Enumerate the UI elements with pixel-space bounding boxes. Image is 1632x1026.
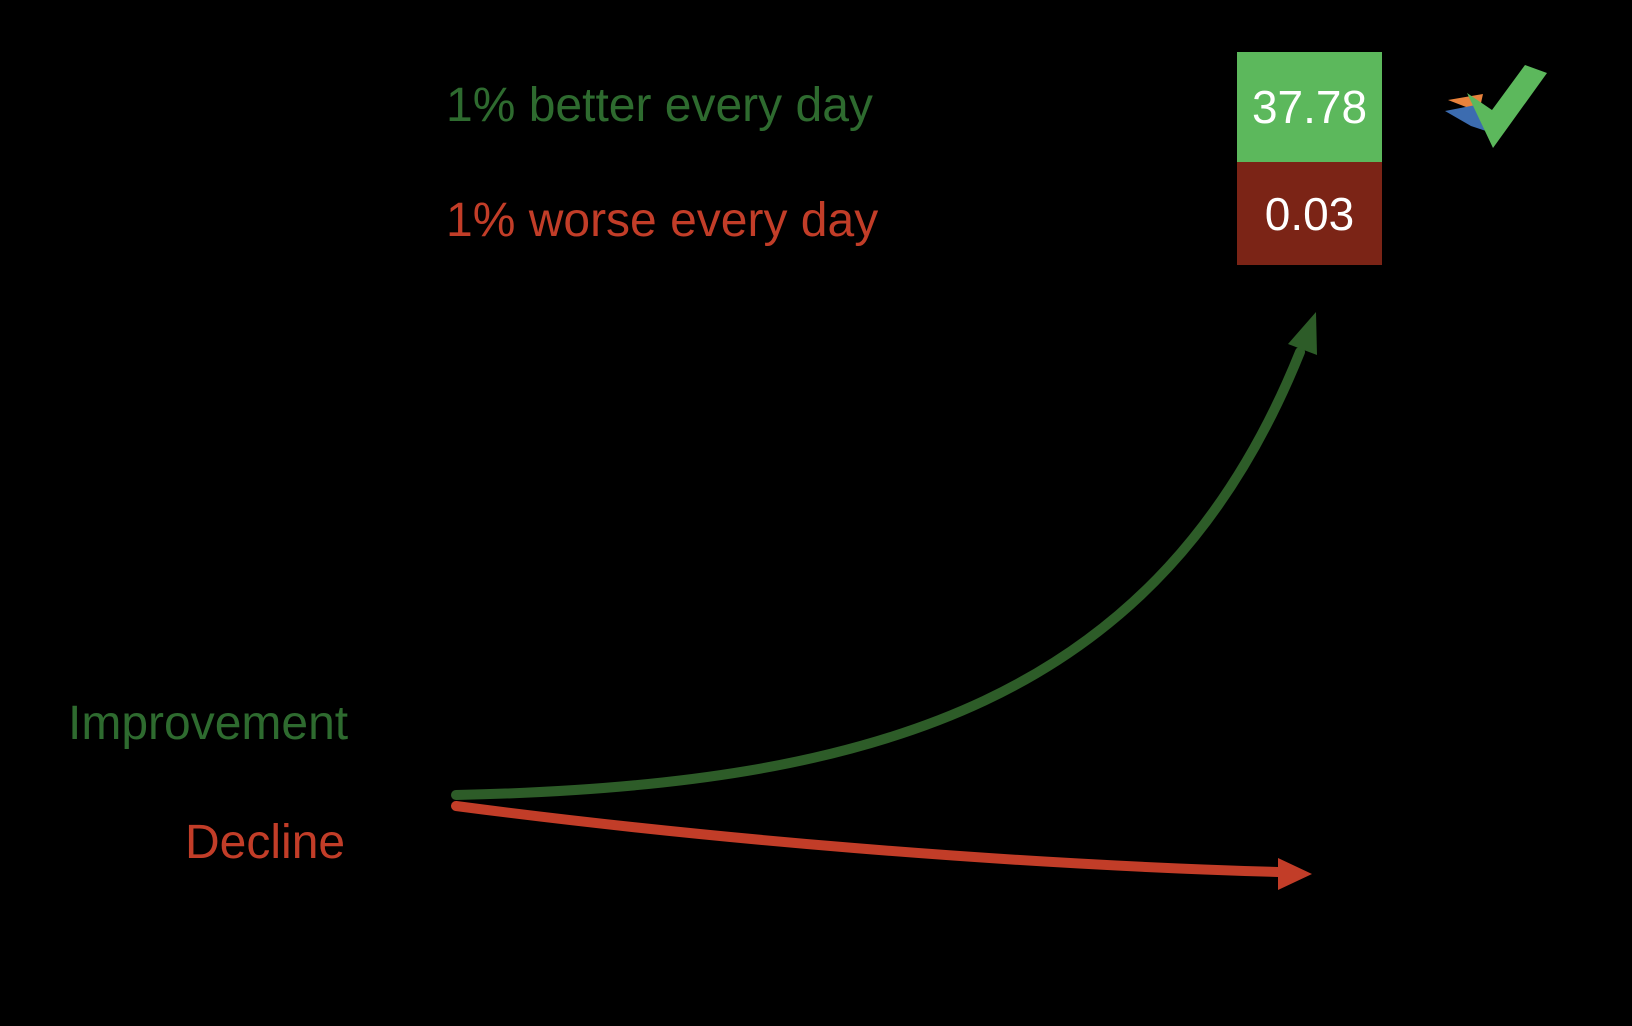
improvement-label: Improvement [68,697,349,750]
improvement-arrowhead-icon [1288,312,1317,355]
better-value-box: 37.78 [1237,52,1382,162]
decline-label: Decline [185,816,346,869]
decline-curve [451,801,1283,877]
checkmark-logo [1445,65,1547,148]
decline-arrowhead-icon [1278,858,1312,890]
worse-value: 0.03 [1264,187,1355,240]
improvement-curve [451,347,1305,800]
better-value: 37.78 [1251,81,1368,133]
legend-worse-label: 1% worse every day [446,194,879,247]
legend-better-label: 1% better every day [446,79,873,132]
worse-value-box: 0.03 [1237,162,1382,265]
logo-checkmark-icon [1467,65,1547,148]
